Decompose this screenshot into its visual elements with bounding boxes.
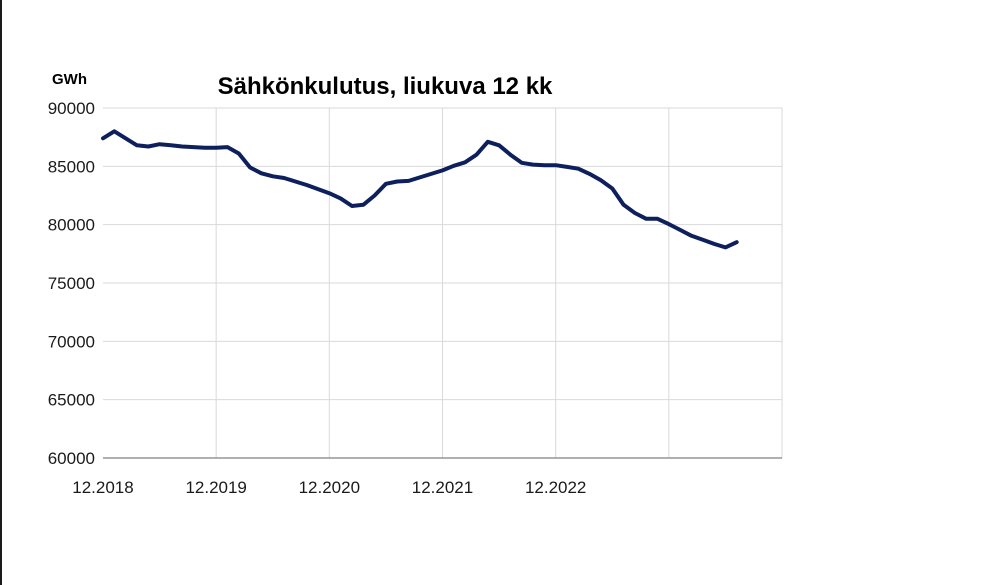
x-tick-label: 12.2019	[185, 478, 246, 497]
x-tick-label: 12.2020	[299, 478, 360, 497]
chart-tick-labels: 60000 65000 70000 75000 80000 85000 90000 12.20…	[48, 99, 587, 497]
chart-title: Sähkönkulutus, liukuva 12 kk	[218, 73, 553, 100]
frame-left-edge	[0, 0, 2, 585]
x-tick-label: 12.2018	[72, 478, 133, 497]
consumption-series-line	[101, 129, 739, 250]
y-tick-label: 80000	[48, 216, 95, 235]
x-tick-label: 12.2021	[412, 478, 473, 497]
y-tick-label: 85000	[48, 157, 95, 176]
chart-series	[101, 129, 739, 250]
chart-grid	[103, 107, 783, 458]
y-axis-unit-label: GWh	[52, 71, 87, 88]
y-tick-label: 75000	[48, 274, 95, 293]
x-tick-label: 12.2022	[525, 478, 586, 497]
y-tick-label: 70000	[48, 332, 95, 351]
y-tick-label: 60000	[48, 449, 95, 468]
y-tick-label: 90000	[48, 99, 95, 118]
y-tick-label: 65000	[48, 391, 95, 410]
